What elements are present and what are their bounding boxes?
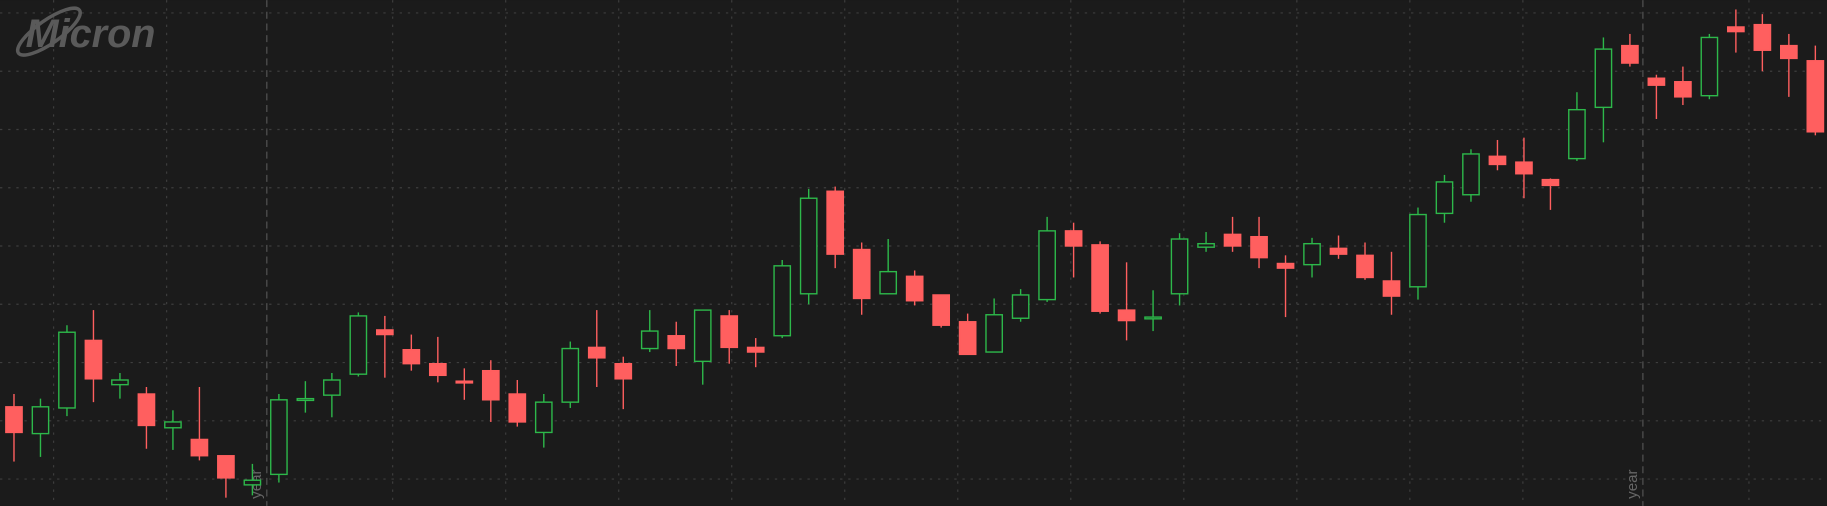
candle-body [1356,254,1374,279]
candle-body [1541,178,1560,187]
candle-body [375,329,394,336]
candle-body [1011,294,1030,319]
candle-body [5,406,23,434]
grid [0,12,1827,480]
candle-body [932,294,951,326]
candle-body [1621,44,1639,64]
annotation: year [1624,469,1641,498]
candle-body [84,339,103,380]
candle-body [137,393,156,427]
candle-body [508,393,527,423]
candle-body [243,479,262,486]
candle-body [1753,23,1772,51]
candle-body [1276,262,1295,269]
candle-body [799,197,818,295]
candle-body [905,275,924,302]
candle-body [534,401,553,434]
candle-body [1170,238,1189,295]
candle-body [561,347,580,403]
candle-body [1038,230,1056,301]
candle-body [1806,60,1825,133]
candle-body [1091,244,1109,312]
candle-body [1435,181,1454,215]
candle-body [1515,161,1533,175]
candle-body [1727,26,1745,33]
candle-body [58,331,76,409]
logo: Micron [26,12,156,56]
candle-body [1329,247,1348,255]
candle-body [31,406,50,435]
candle-body [1197,242,1215,248]
candle-body [111,379,129,386]
candle-body [879,270,898,295]
candle-body [746,346,765,353]
candle-body [428,362,447,377]
candle-body [217,455,235,479]
candle-body [1117,309,1136,322]
candle-body [1409,213,1427,288]
candle-body [1250,235,1268,259]
candle-body [190,438,209,457]
candle-body [1674,81,1692,98]
candle-body [852,248,871,300]
candle-body [958,321,977,356]
candle-body [323,379,341,396]
candle-body [587,346,606,359]
candle-body [1488,155,1507,166]
candle-body [693,309,712,363]
candle-body [1780,44,1798,60]
candle-body [826,190,845,255]
candle-body [270,399,288,476]
candle-body [481,369,500,401]
candle-body [164,421,182,429]
candles [5,9,1825,498]
candle-body [402,349,421,365]
candle-body [1064,230,1083,247]
candle-body [773,265,792,337]
candle-body [667,335,686,350]
candle-body [614,362,633,380]
candle-body [720,315,739,349]
candle-body [1647,77,1666,86]
candle-body [296,397,315,402]
candle-body [1594,48,1613,109]
candle-body [455,380,474,384]
candle-body [349,315,368,375]
candle-body [1700,36,1719,97]
candle-body [1303,242,1321,266]
candle-body [640,330,659,350]
candle-body [1568,108,1586,160]
candle-body [1144,316,1162,320]
candle-body [985,314,1003,353]
candle-body [1223,233,1242,247]
logo-swoosh [15,6,82,57]
candle-body [1462,153,1480,196]
candle-body [1382,280,1401,297]
